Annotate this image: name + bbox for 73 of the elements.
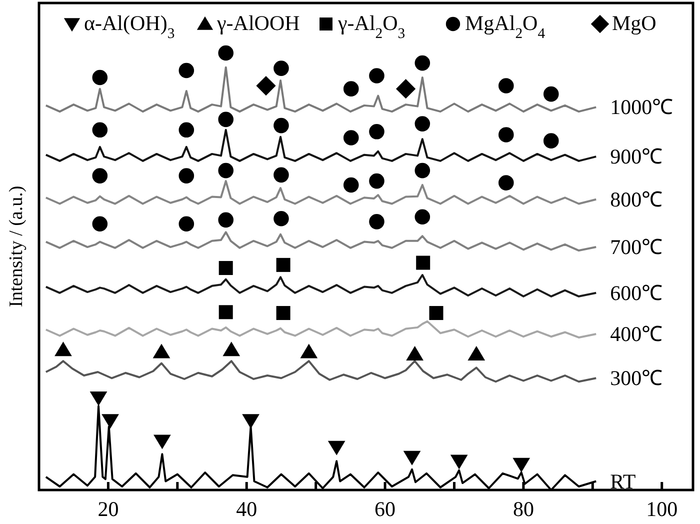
legend-label: γ-Al$_{2}$O$_{3}$ (337, 11, 406, 42)
x-tick-label: 80 (512, 497, 534, 521)
legend-label: MgAl$_{2}$O$_{4}$ (465, 11, 546, 42)
point (256, 76, 276, 96)
point (274, 118, 289, 134)
point (218, 162, 234, 178)
point (513, 458, 530, 472)
point (178, 62, 194, 78)
point (218, 305, 233, 320)
point (498, 175, 514, 190)
point (218, 45, 234, 61)
point (328, 440, 345, 455)
point (404, 450, 420, 465)
series-label: 600℃ (610, 280, 663, 305)
series-label: 300℃ (610, 366, 663, 390)
series-label: 700℃ (610, 235, 663, 260)
point (92, 70, 108, 86)
legend-label: γ-AlOOH (216, 11, 300, 35)
x-tick-label: 60 (374, 497, 396, 521)
point (102, 414, 119, 428)
point (276, 258, 290, 272)
point (218, 212, 234, 228)
point (414, 209, 430, 225)
series-label: RT (610, 469, 636, 494)
point (90, 391, 107, 406)
point (276, 306, 290, 320)
x-tick-label: 20 (98, 497, 119, 521)
point (343, 81, 359, 96)
point (54, 342, 72, 356)
series-label: 400℃ (610, 322, 663, 346)
point (178, 168, 194, 184)
point (178, 122, 194, 138)
legend-label: α-Al(OH)$_{3}$ (84, 11, 175, 42)
point (414, 162, 430, 178)
point (416, 256, 430, 270)
series-label: 800℃ (610, 187, 663, 212)
point (300, 344, 318, 358)
point (153, 344, 170, 358)
point (92, 216, 108, 232)
point (396, 79, 416, 98)
point (223, 342, 240, 356)
point (178, 216, 194, 232)
legend-label: MgO (612, 11, 656, 35)
point (498, 127, 514, 142)
x-tick-label: 40 (236, 497, 258, 521)
point (218, 261, 233, 276)
point (429, 306, 444, 320)
point (369, 214, 384, 230)
point (274, 210, 289, 226)
point (92, 122, 108, 138)
point (274, 60, 289, 76)
point (414, 55, 430, 71)
point (369, 124, 384, 140)
series-label: 1000℃ (610, 95, 674, 120)
point (414, 116, 430, 132)
point (406, 346, 424, 360)
point (369, 68, 384, 84)
series-label: 900℃ (610, 144, 663, 169)
point (450, 454, 468, 469)
point (343, 177, 359, 193)
point (543, 133, 559, 148)
point (369, 173, 384, 189)
x-tick-label: 100 (646, 497, 678, 521)
point (543, 86, 559, 102)
point (218, 112, 234, 128)
point (498, 78, 514, 94)
y-axis-title: Intensity / (a.u.) (6, 186, 27, 308)
point (242, 414, 260, 428)
point (343, 130, 359, 146)
point (92, 168, 108, 184)
point (468, 346, 485, 360)
point (274, 167, 289, 183)
point (154, 434, 170, 449)
